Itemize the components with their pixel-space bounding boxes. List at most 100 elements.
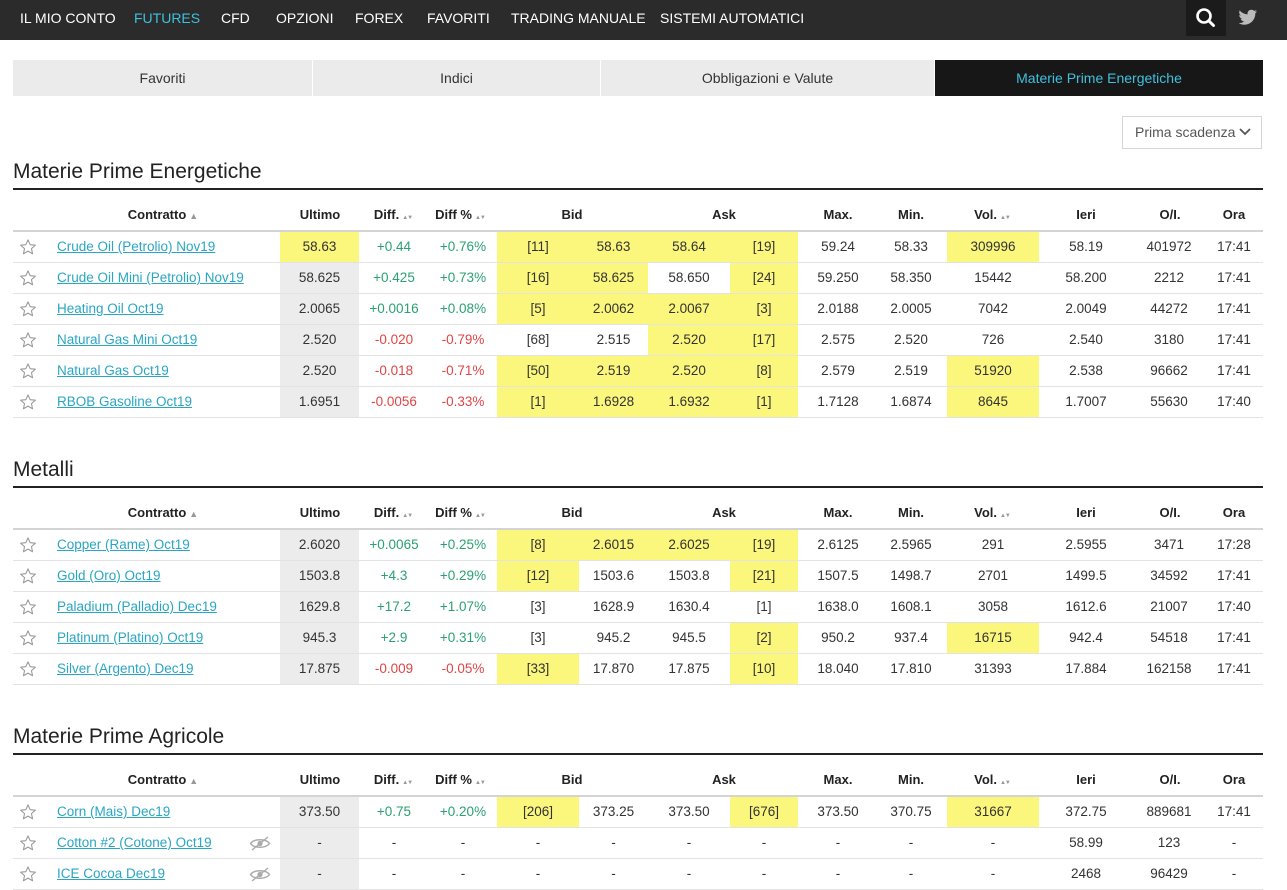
nav-item-forex[interactable]: FOREX <box>355 10 404 26</box>
star-icon[interactable] <box>19 803 37 821</box>
contract-link[interactable]: Copper (Rame) Oct19 <box>57 537 190 552</box>
column-header-contratto[interactable]: Contratto ▲ <box>118 505 208 520</box>
column-header-contratto[interactable]: Contratto ▲ <box>118 772 208 787</box>
cell-bidsize: [11] <box>497 232 579 262</box>
column-header-label: O/I. <box>1159 207 1181 222</box>
star-icon[interactable] <box>19 536 37 554</box>
cell-bidsize: [8] <box>497 530 579 560</box>
expiry-select[interactable]: Prima scadenza <box>1122 116 1262 149</box>
column-header-contratto[interactable]: Contratto ▲ <box>118 207 208 222</box>
cell-vol: 51920 <box>947 356 1039 386</box>
star-icon[interactable] <box>19 300 37 318</box>
contract-link[interactable]: ICE Cocoa Dec19 <box>57 866 166 881</box>
nav-item-sistemi-automatici[interactable]: SISTEMI AUTOMATICI <box>660 10 805 26</box>
contract-link[interactable]: Paladium (Palladio) Dec19 <box>57 599 217 614</box>
cell-oi: 123 <box>1157 835 1181 850</box>
tab-favoriti[interactable]: Favoriti <box>13 60 312 96</box>
column-header-diff[interactable]: Diff. ▲▼ <box>362 505 424 520</box>
column-header-label: Ora <box>1222 772 1246 787</box>
cell-ask: - <box>686 835 692 850</box>
star-icon[interactable] <box>19 865 37 883</box>
nav-item-futures[interactable]: FUTURES <box>134 10 201 26</box>
nav-item-il-mio-conto[interactable]: IL MIO CONTO <box>20 10 116 26</box>
twitter-button[interactable] <box>1228 0 1268 36</box>
search-button[interactable] <box>1186 0 1226 36</box>
header-divider <box>13 230 1263 232</box>
cell-vol: 31393 <box>974 661 1012 676</box>
tab-indici[interactable]: Indici <box>313 60 600 96</box>
contract-link[interactable]: Crude Oil (Petrolio) Nov19 <box>57 239 216 254</box>
contract-link[interactable]: Platinum (Platino) Oct19 <box>57 630 204 645</box>
star-icon[interactable] <box>19 238 37 256</box>
column-header-vol[interactable]: Vol. ▲▼ <box>960 772 1024 787</box>
contract-link[interactable]: Natural Gas Mini Oct19 <box>57 332 198 347</box>
contract-link[interactable]: Cotton #2 (Cotone) Oct19 <box>57 835 212 850</box>
cell-ask: 1.6932 <box>648 387 730 417</box>
cell-oi: 44272 <box>1150 301 1188 316</box>
column-header-diff[interactable]: Diff. ▲▼ <box>362 207 424 222</box>
eye-off-icon[interactable] <box>249 867 271 882</box>
tab-obbligazioni-e-valute[interactable]: Obbligazioni e Valute <box>601 60 934 96</box>
star-icon[interactable] <box>19 834 37 852</box>
cell-ora: - <box>1231 866 1237 881</box>
cell-min: 370.75 <box>890 804 932 819</box>
section-title: Metalli <box>13 458 74 481</box>
tab-materie-prime-energetiche[interactable]: Materie Prime Energetiche <box>935 60 1263 96</box>
nav-item-opzioni[interactable]: OPZIONI <box>276 10 334 26</box>
nav-item-cfd[interactable]: CFD <box>221 10 250 26</box>
contract-link[interactable]: Crude Oil Mini (Petrolio) Nov19 <box>57 270 244 285</box>
contract-link[interactable]: Gold (Oro) Oct19 <box>57 568 161 583</box>
star-icon[interactable] <box>19 629 37 647</box>
contract-link[interactable]: Silver (Argento) Dec19 <box>57 661 194 676</box>
column-header-diffpct[interactable]: Diff % ▲▼ <box>430 207 490 222</box>
cell-diffpct: -0.05% <box>441 661 485 676</box>
column-header-vol[interactable]: Vol. ▲▼ <box>960 207 1024 222</box>
column-header-diffpct[interactable]: Diff % ▲▼ <box>430 772 490 787</box>
cell-bidsize: - <box>535 835 541 850</box>
contract-link[interactable]: RBOB Gasoline Oct19 <box>57 394 193 409</box>
cell-ultimo: 2.0065 <box>280 294 359 324</box>
star-icon[interactable] <box>19 567 37 585</box>
cell-oi: 401972 <box>1146 239 1192 254</box>
star-icon[interactable] <box>19 362 37 380</box>
eye-off-icon[interactable] <box>249 836 271 851</box>
cell-asksize: [10] <box>730 654 798 684</box>
cell-min: 2.520 <box>894 332 928 347</box>
nav-item-favoriti[interactable]: FAVORITI <box>427 10 490 26</box>
sort-icon: ▲▼ <box>402 780 413 786</box>
cell-max: 1638.0 <box>817 599 859 614</box>
section-title: Materie Prime Energetiche <box>13 160 262 183</box>
sort-icon: ▲▼ <box>999 780 1011 786</box>
star-icon[interactable] <box>19 331 37 349</box>
cell-asksize: [19] <box>730 232 798 262</box>
column-header-label: Ultimo <box>299 505 341 520</box>
contract-link[interactable]: Corn (Mais) Dec19 <box>57 804 171 819</box>
cell-ultimo: 58.625 <box>280 263 359 293</box>
cell-ora: - <box>1231 835 1237 850</box>
table-row: Silver (Argento) Dec19 17.875 -0.009 -0.05%… <box>13 654 1263 685</box>
column-header-min: Min. <box>882 772 940 787</box>
contract-link[interactable]: Natural Gas Oct19 <box>57 363 169 378</box>
cell-asksize: [3] <box>730 294 798 324</box>
column-header-diff[interactable]: Diff. ▲▼ <box>362 772 424 787</box>
star-icon[interactable] <box>19 269 37 287</box>
column-header-vol[interactable]: Vol. ▲▼ <box>960 505 1024 520</box>
star-icon[interactable] <box>19 660 37 678</box>
cell-min: 1498.7 <box>890 568 932 583</box>
contract-link[interactable]: Heating Oil Oct19 <box>57 301 164 316</box>
cell-ieri: 58.99 <box>1069 835 1103 850</box>
table-row: Heating Oil Oct19 2.0065 +0.0016 +0.08% [5] 2… <box>13 294 1263 325</box>
star-icon[interactable] <box>19 393 37 411</box>
cell-asksize: [2] <box>730 623 798 653</box>
cell-max: 2.0188 <box>817 301 859 316</box>
column-header-bid: Bid <box>540 772 604 787</box>
table-row: Corn (Mais) Dec19 373.50 +0.75 +0.20% [206] 3… <box>13 797 1263 828</box>
star-icon[interactable] <box>19 598 37 616</box>
column-header-oi: O/I. <box>1144 772 1196 787</box>
column-header-diffpct[interactable]: Diff % ▲▼ <box>430 505 490 520</box>
column-header-ieri: Ieri <box>1060 772 1112 787</box>
nav-item-trading-manuale[interactable]: TRADING MANUALE <box>511 10 646 26</box>
cell-ieri: 1499.5 <box>1065 568 1107 583</box>
cell-diffpct: +0.08% <box>439 301 487 316</box>
header-divider <box>13 795 1263 797</box>
